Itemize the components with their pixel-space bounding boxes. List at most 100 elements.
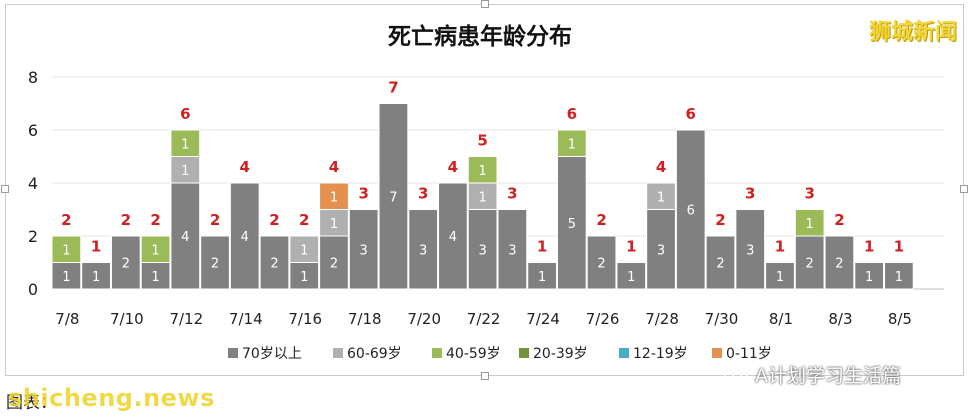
legend-swatch	[228, 348, 238, 358]
bar-value-label: 3	[360, 243, 368, 258]
total-label: 1	[775, 238, 785, 256]
bar-value-label: 1	[330, 190, 338, 205]
bar-segment	[259, 235, 290, 290]
total-label: 7	[388, 79, 398, 97]
y-tick-label: 0	[28, 280, 38, 299]
bar-segment	[646, 209, 676, 290]
y-tick-label: 2	[28, 227, 38, 246]
bar-value-label: 1	[806, 217, 814, 232]
bar-value-label: 1	[478, 164, 486, 179]
total-label: 2	[121, 211, 131, 229]
legend-swatch	[619, 348, 629, 358]
y-tick-label: 8	[28, 68, 38, 87]
wechat-icon	[723, 364, 749, 385]
bar-value-label: 1	[865, 270, 873, 285]
bar-segment	[467, 182, 498, 210]
total-label: 2	[596, 211, 606, 229]
resize-handle-right[interactable]	[960, 185, 968, 193]
total-label: 2	[150, 211, 160, 229]
x-tick-label: 7/18	[348, 310, 382, 328]
x-tick-label: 7/14	[229, 310, 263, 328]
total-label: 6	[567, 105, 577, 123]
bar-value-label: 1	[776, 270, 784, 285]
bar-segment	[289, 262, 320, 290]
bar-segment	[51, 262, 82, 290]
bar-segment	[348, 209, 379, 290]
bar-segment	[675, 129, 706, 290]
x-tick-label: 8/5	[888, 310, 912, 328]
total-label: 1	[626, 238, 636, 256]
bar-segment	[319, 182, 349, 210]
x-tick-label: 7/10	[110, 310, 144, 328]
bar-segment	[170, 156, 201, 184]
total-label: 3	[358, 185, 368, 203]
watermark-logo: 狮城新闻	[868, 20, 957, 45]
bar-segment	[616, 262, 647, 290]
bar-segment	[110, 235, 141, 290]
bar-value-label: 1	[92, 270, 100, 285]
bar-value-label: 1	[300, 243, 308, 258]
bar-segment	[81, 262, 111, 290]
bar-segment	[824, 235, 855, 290]
legend-label: 40-59岁	[446, 346, 501, 362]
bar-value-label: 1	[151, 270, 159, 285]
bar-value-label: 1	[181, 137, 189, 152]
total-label: 4	[329, 158, 339, 176]
resize-handle-bottom[interactable]	[481, 372, 489, 380]
bar-segment	[794, 209, 825, 237]
resize-handle-left[interactable]	[1, 185, 9, 193]
bar-value-label: 1	[181, 164, 189, 179]
legend-label: 0-11岁	[726, 346, 772, 362]
bar-value-label: 3	[746, 243, 754, 258]
wechat-account-name: A计划学习生活篇	[755, 365, 901, 387]
bar-segment	[319, 209, 349, 237]
bar-segment	[735, 209, 766, 290]
total-label: 3	[418, 185, 428, 203]
total-label: 1	[864, 238, 874, 256]
total-label: 4	[448, 158, 458, 176]
legend-label: 70岁以上	[242, 346, 302, 362]
chart-title: 死亡病患年龄分布	[388, 23, 572, 50]
legend-swatch	[432, 348, 442, 358]
bar-value-label: 3	[657, 243, 665, 258]
x-tick-label: 7/24	[526, 310, 560, 328]
bar-value-label: 1	[627, 270, 635, 285]
x-tick-label: 7/16	[288, 310, 322, 328]
bar-value-label: 4	[449, 230, 457, 245]
total-label: 3	[804, 185, 814, 203]
bar-value-label: 3	[419, 243, 427, 258]
total-label: 4	[240, 158, 250, 176]
bar-segment	[378, 103, 409, 290]
total-label: 6	[180, 105, 190, 123]
bar-segment	[319, 235, 349, 290]
bar-segment	[765, 262, 795, 290]
bar-value-label: 2	[330, 257, 338, 272]
total-label: 3	[507, 185, 517, 203]
bar-value-label: 2	[835, 257, 843, 272]
bar-segment	[556, 129, 587, 157]
bar-value-label: 2	[806, 257, 814, 272]
footer-site-watermark: shicheng.news	[8, 384, 215, 412]
resize-handle-top[interactable]	[481, 0, 489, 8]
legend-label: 60-69岁	[347, 346, 402, 362]
bar-value-label: 1	[330, 217, 338, 232]
total-label: 2	[715, 211, 725, 229]
bar-segment	[438, 182, 468, 290]
bar-value-label: 3	[478, 243, 486, 258]
y-tick-label: 6	[28, 121, 38, 140]
wechat-account-tag: A计划学习生活篇	[723, 361, 901, 388]
x-tick-label: 7/22	[467, 310, 501, 328]
bar-value-label: 1	[538, 270, 546, 285]
bar-segment	[467, 156, 498, 184]
bar-value-label: 1	[300, 270, 308, 285]
bar-value-label: 1	[895, 270, 903, 285]
total-label: 5	[477, 132, 487, 150]
total-label: 6	[686, 105, 696, 123]
legend-swatch	[712, 348, 722, 358]
bar-value-label: 1	[62, 270, 70, 285]
x-tick-label: 7/12	[169, 310, 203, 328]
bar-value-label: 1	[151, 243, 159, 258]
bar-segment	[527, 262, 557, 290]
bar-value-label: 2	[716, 257, 724, 272]
